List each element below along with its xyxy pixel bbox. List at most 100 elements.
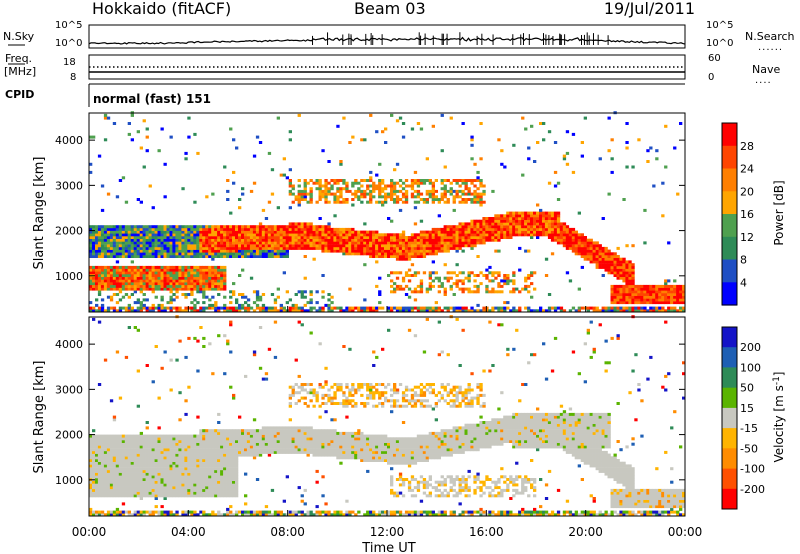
power-cell [229,230,233,234]
power-cell [115,293,120,296]
power-cell [410,263,415,267]
velocity-cell [178,464,182,468]
power-cell [410,179,415,182]
power-cell [395,244,400,248]
power-cell [363,230,367,234]
velocity-cell [199,326,203,329]
power-cell [288,241,292,245]
power-cell [395,246,400,250]
power-cell [413,222,418,226]
power-cell [387,241,391,245]
velocity-cell [199,429,203,433]
power-cell [369,176,373,180]
power-cell [282,246,286,250]
velocity-cell [172,434,176,438]
power-cell [503,301,507,305]
power-cell [273,241,278,245]
power-cell [95,265,99,269]
power-cell [92,309,96,313]
power-cell [491,271,495,275]
power-cell [387,184,391,188]
power-cell [154,238,158,242]
power-cell [553,233,558,237]
velocity-cell [130,488,134,492]
power-cell [190,284,194,288]
power-cell [378,189,382,193]
velocity-cell [202,459,206,462]
power-cell [309,198,313,201]
power-cell [455,246,459,250]
power-cell [512,219,516,223]
power-cell [118,279,123,283]
velocity-cell [163,450,167,454]
power-cell [530,282,534,286]
velocity-cell [97,445,102,449]
velocity-cell [160,478,164,481]
velocity-cell [163,510,167,514]
power-cell [211,287,215,291]
power-cell [100,309,105,313]
velocity-cell [163,491,167,495]
power-cell [667,301,671,305]
power-cell [306,246,310,250]
power-cell [235,255,239,258]
power-cell [404,271,409,275]
velocity-cell [202,448,206,452]
power-cell [577,238,581,242]
velocity-cell [214,483,218,487]
power-cell [232,290,236,294]
power-cell [458,195,462,199]
velocity-cell [199,456,203,460]
power-cell [601,255,605,258]
velocity-cell [95,488,99,492]
power-cell [229,238,233,242]
velocity-cell [160,464,164,468]
velocity-cell [151,491,155,495]
power-cell [378,233,382,237]
power-cell [148,184,152,188]
power-cell [291,244,295,248]
power-cell [467,230,471,234]
power-cell [154,306,158,310]
power-cell [199,282,203,286]
velocity-cell [205,440,209,443]
power-cell [360,233,364,237]
power-cell [390,238,394,242]
power-cell [145,276,149,280]
power-cell [199,227,203,231]
velocity-cell [217,475,221,479]
power-cell [151,303,155,307]
power-cell [431,306,435,310]
power-cell [482,217,486,220]
velocity-cell [172,456,176,460]
power-cell [211,255,215,258]
power-cell [238,241,242,245]
power-cell [202,268,206,272]
power-cell [446,236,450,239]
power-cell [97,290,102,294]
power-cell [100,303,105,307]
velocity-cell [100,475,105,479]
power-cell [220,244,224,248]
power-cell [258,306,263,310]
power-cell [160,241,164,245]
power-cell [676,290,680,294]
velocity-cell [196,494,200,498]
velocity-cell [133,459,137,462]
power-cell [178,284,182,288]
velocity-cell [148,491,152,495]
power-cell [241,236,245,239]
power-cell [461,192,465,196]
power-cell [622,257,626,261]
velocity-cell [139,448,143,452]
power-cell [431,200,435,204]
velocity-cell [124,469,129,473]
power-cell [151,233,155,237]
power-cell [291,227,295,231]
power-cell [202,279,206,283]
power-cell [333,227,337,231]
power-cell [437,241,441,245]
power-cell [321,184,325,188]
power-cell [369,236,373,239]
power-cell [533,230,537,234]
